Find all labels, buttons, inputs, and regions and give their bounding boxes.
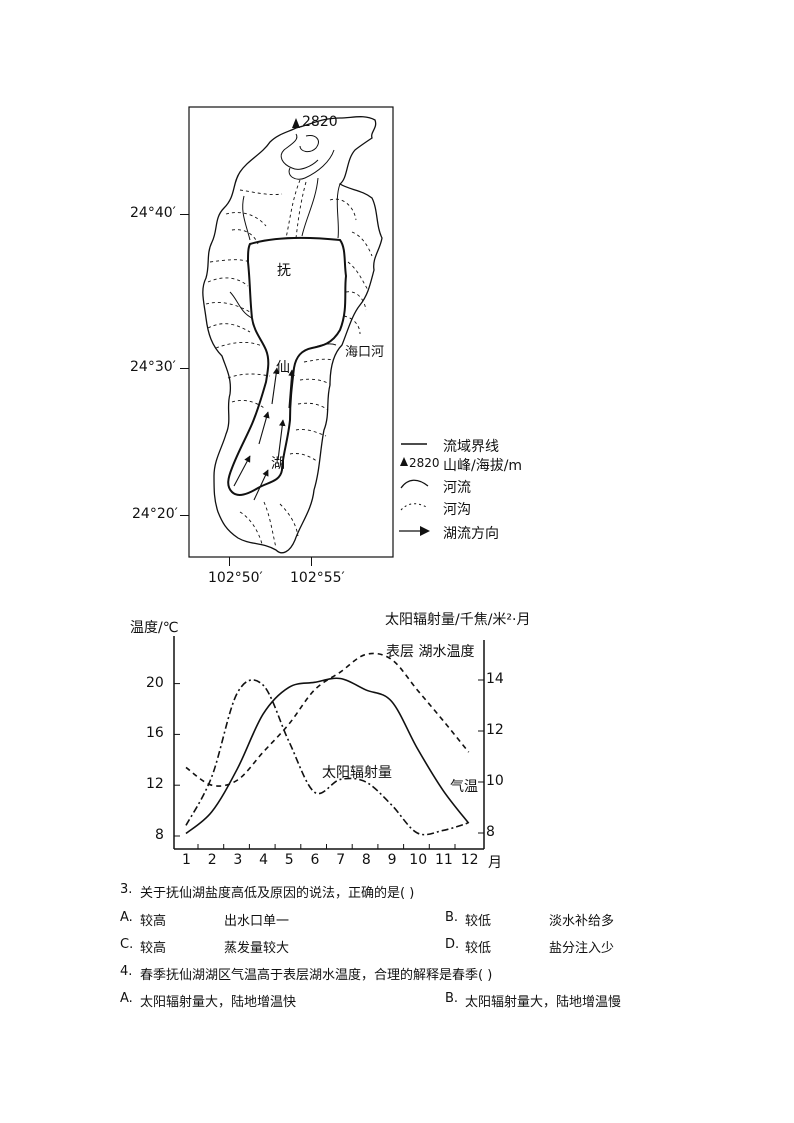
option-letter[interactable]: C. — [120, 937, 134, 952]
option-letter[interactable]: B. — [445, 910, 459, 925]
peak-icon — [292, 118, 300, 128]
lake-char-1: 抚 — [277, 263, 291, 279]
annotation-solar: 太阳辐射量 — [322, 765, 392, 781]
gullies — [205, 179, 373, 549]
lake-basin-map — [188, 106, 394, 558]
legend-peak-value: 2820 — [409, 456, 440, 470]
lake-current-arrows — [233, 367, 295, 501]
lon-tick — [311, 557, 312, 566]
lon-tick-label: 102°55′ — [290, 570, 345, 586]
x-tick-label: 9 — [387, 852, 397, 868]
lake-char-2: 仙 — [276, 360, 290, 376]
x-tick-label: 12 — [460, 852, 479, 868]
option-letter[interactable]: A. — [120, 991, 133, 1006]
legend-label-gully: 河沟 — [443, 502, 471, 518]
left-axis-title: 温度/℃ — [130, 620, 179, 636]
option-text: 较高 — [140, 941, 167, 956]
option-text: 盐分注入少 — [549, 941, 615, 956]
option-letter[interactable]: B. — [445, 991, 459, 1006]
right-y-tick-label: 8 — [486, 824, 495, 840]
question-number: 4. — [120, 964, 133, 979]
lake-char-3: 湖 — [271, 456, 285, 472]
right-y-tick-label: 12 — [486, 722, 504, 738]
x-tick-label: 11 — [435, 852, 453, 868]
river-label-haikou: 海口河 — [345, 345, 385, 360]
left-y-tick-label: 12 — [146, 776, 164, 793]
x-tick-label: 8 — [361, 852, 371, 868]
x-tick-label: 7 — [336, 852, 346, 868]
lat-tick-label: 24°40′ — [130, 205, 176, 221]
annotation-air-temp: 气温 — [450, 779, 478, 795]
option-letter[interactable]: A. — [120, 910, 133, 925]
option-text: 较低 — [465, 914, 492, 929]
option-text: 太阳辐射量大，陆地增温慢 — [465, 995, 622, 1010]
option-text: 较高 — [140, 914, 167, 929]
option-letter[interactable]: D. — [445, 937, 460, 952]
x-tick-label: 4 — [259, 852, 269, 868]
question-stem: 关于抚仙湖盐度高低及原因的说法，正确的是( ) — [140, 886, 415, 901]
lake-shoreline — [227, 236, 348, 496]
right-y-tick-label: 10 — [486, 773, 504, 789]
x-tick-label: 2 — [207, 852, 217, 868]
rivers — [229, 133, 341, 349]
option-text: 太阳辐射量大，陆地增温快 — [140, 995, 297, 1010]
lat-tick-label: 24°20′ — [132, 506, 178, 522]
x-tick-label: 5 — [284, 852, 294, 868]
option-text: 出水口单一 — [224, 914, 290, 929]
basin-boundary — [202, 116, 383, 554]
option-text: 较低 — [465, 941, 492, 956]
lon-tick-label: 102°50′ — [208, 570, 263, 586]
x-tick-label: 1 — [182, 852, 191, 868]
lat-tick — [180, 368, 189, 369]
peak-elevation-label: 2820 — [302, 114, 338, 130]
left-y-tick-label: 16 — [146, 725, 164, 742]
map-frame — [188, 106, 394, 558]
legend-label-boundary: 流域界线 — [443, 439, 499, 455]
legend-label-peak: 山峰/海拔/m — [443, 458, 523, 474]
question-stem: 春季抚仙湖湖区气温高于表层湖水温度，合理的解释是春季( ) — [140, 968, 493, 983]
left-y-tick-label: 8 — [155, 827, 164, 843]
x-tick-label: 3 — [233, 852, 243, 868]
option-text: 淡水补给多 — [549, 914, 615, 929]
annotation-lake-temp: 表层 湖水温度 — [386, 644, 475, 660]
x-tick-label: 6 — [310, 852, 320, 868]
left-y-tick-label: 20 — [146, 674, 164, 691]
question-number: 3. — [120, 882, 133, 897]
x-axis-unit: 月 — [488, 855, 502, 871]
right-y-tick-label: 14 — [486, 671, 504, 687]
right-axis-title: 太阳辐射量/千焦/米²·月 — [385, 612, 531, 628]
lon-tick — [229, 557, 230, 566]
x-tick-label: 10 — [409, 852, 428, 868]
option-text: 蒸发量较大 — [224, 941, 290, 956]
lat-tick — [180, 214, 189, 215]
legend-label-river: 河流 — [443, 480, 471, 496]
lat-tick-label: 24°30′ — [130, 359, 176, 375]
legend-label-current: 湖流方向 — [443, 526, 499, 542]
lat-tick — [180, 515, 189, 516]
